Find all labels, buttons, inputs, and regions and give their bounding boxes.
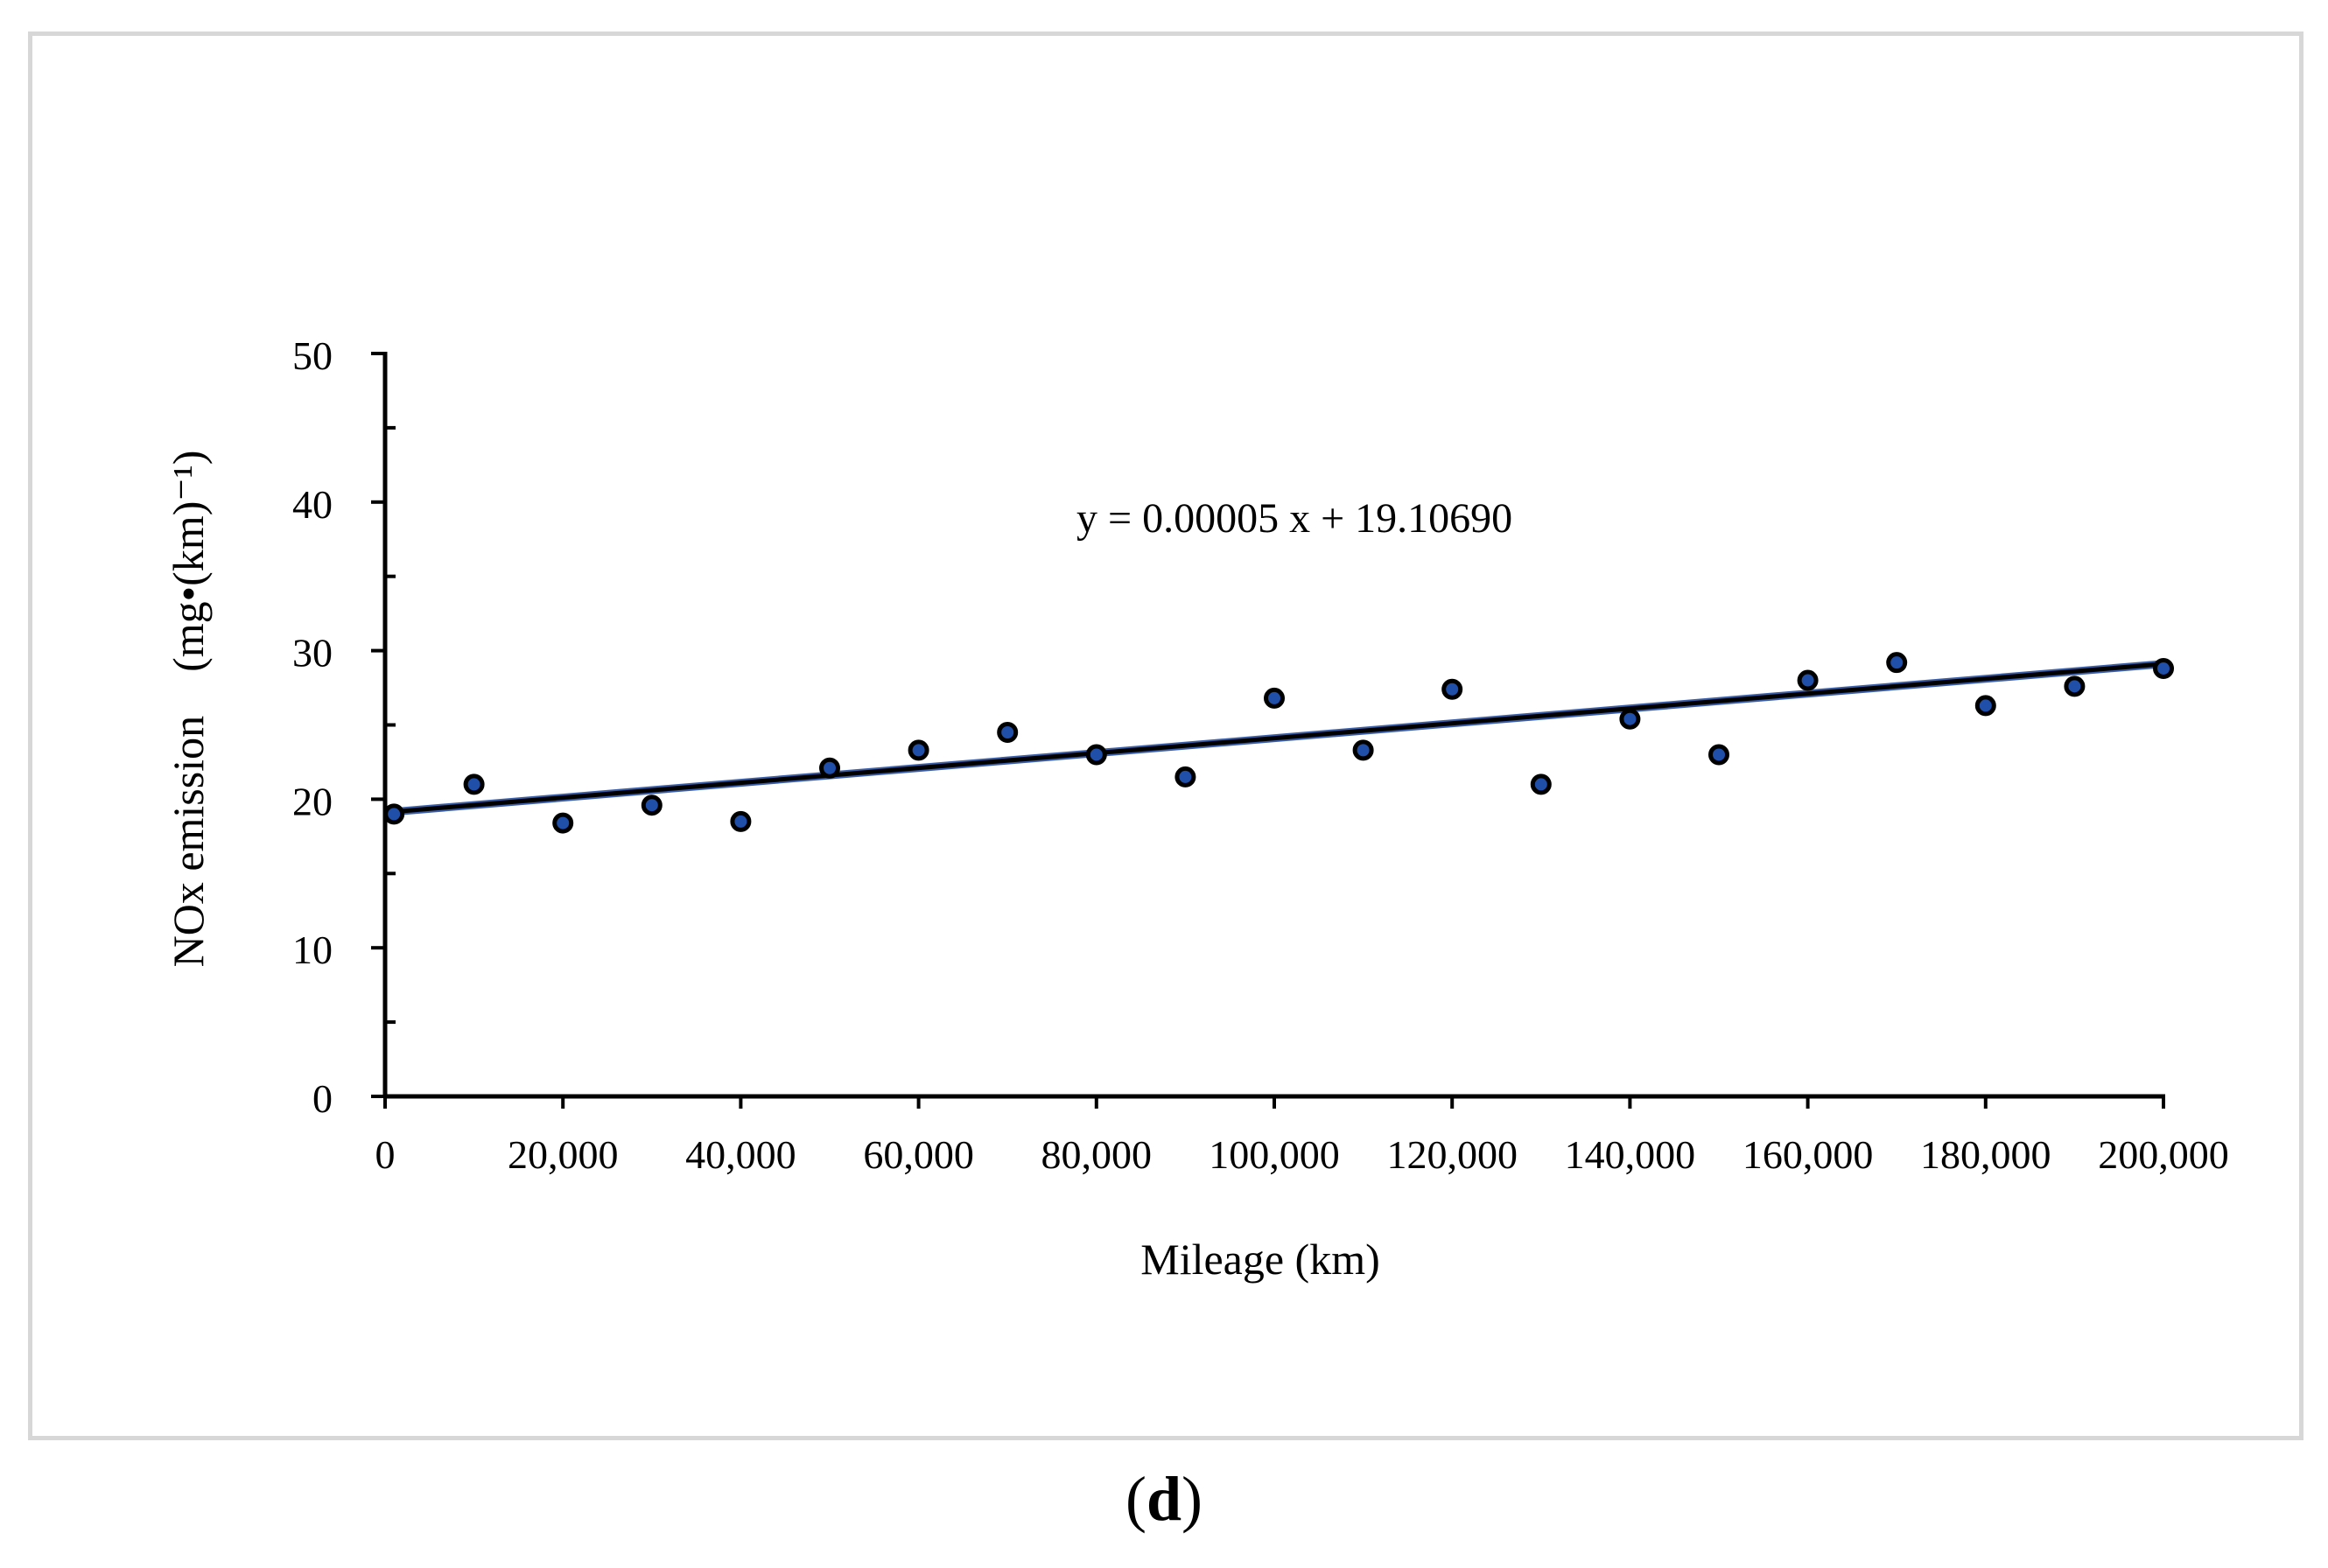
data-point [552,812,574,834]
trendline [393,662,2164,815]
y-tick-label: 30 [292,631,333,676]
data-point [1530,774,1552,795]
trendline-equation: y = 0.00005 x + 19.10690 [1076,495,1512,542]
data-point [1974,695,1996,717]
data-point [641,794,663,816]
x-tick-label: 60,000 [863,1132,974,1177]
data-point [1797,669,1819,691]
x-tick-label: 80,000 [1041,1132,1153,1177]
y-tick-label: 50 [292,333,333,378]
ticks [371,352,2165,1109]
data-point [1619,708,1641,730]
y-tick-label: 0 [312,1076,333,1121]
data-point [1708,744,1729,766]
data-point [908,739,929,761]
labels: 0 10 20 30 40 50 0 20,000 40,000 60,000 80,000 100,… [164,333,2229,1284]
x-tick-label: 20,000 [508,1132,619,1177]
data-point [1886,652,1908,674]
data-point [2153,657,2174,679]
y-tick-label: 10 [292,928,333,972]
caption-close: ) [1182,1464,1203,1534]
caption-letter: d [1146,1464,1182,1534]
y-tick-label: 20 [292,779,333,823]
x-tick-label: 180,000 [1920,1132,2051,1177]
data-point [2064,676,2086,697]
data-point [463,774,485,795]
axes [382,352,2165,1099]
data-point [730,810,752,832]
figure-frame [28,32,2303,1440]
figure-caption: (d) [0,1463,2328,1536]
data-points [383,652,2174,834]
caption-open: ( [1125,1464,1146,1534]
data-point [1264,687,1285,709]
y-axis-title: NOx emission (mg•(km)⁻¹) [164,451,213,968]
data-point [1175,766,1196,788]
x-tick-label: 0 [375,1132,396,1177]
x-tick-label: 200,000 [2098,1132,2229,1177]
data-point [1441,678,1463,700]
x-tick-label: 160,000 [1742,1132,1874,1177]
y-tick-label: 40 [292,482,333,527]
x-axis-title: Mileage (km) [1140,1235,1380,1284]
x-tick-label: 100,000 [1209,1132,1340,1177]
x-tick-label: 40,000 [685,1132,796,1177]
data-point [1085,744,1107,766]
x-tick-label: 120,000 [1386,1132,1518,1177]
data-point [1352,739,1374,761]
trendline-group [393,660,2164,816]
x-tick-label: 140,000 [1565,1132,1696,1177]
data-point [383,803,405,825]
data-point [997,721,1019,743]
data-point [819,757,840,779]
